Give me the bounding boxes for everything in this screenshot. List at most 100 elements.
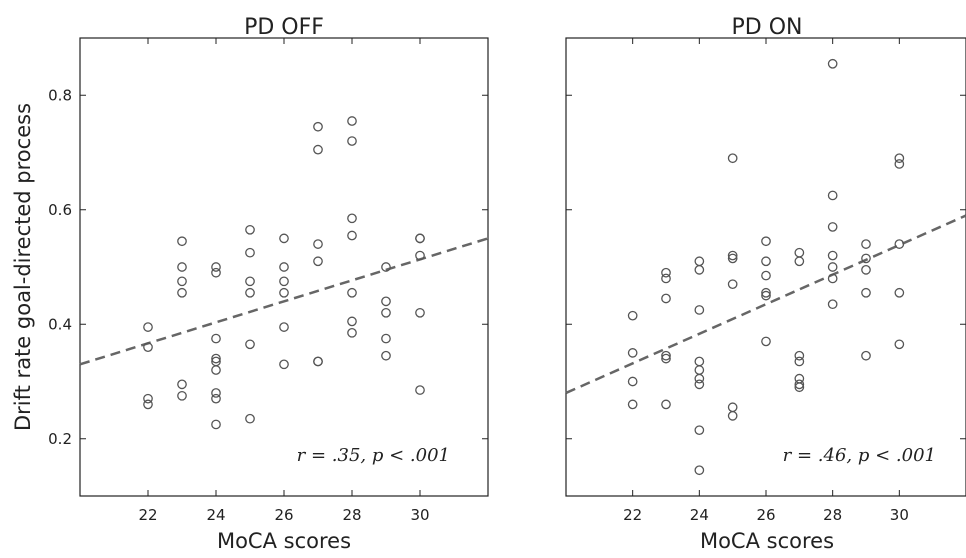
- data-point: [761, 236, 771, 247]
- data-point: [861, 239, 871, 249]
- data-point: [894, 159, 905, 169]
- data-point: [415, 233, 425, 244]
- data-point: [211, 419, 221, 430]
- data-point: [347, 230, 357, 241]
- data-point: [279, 233, 289, 244]
- data-point: [894, 287, 905, 298]
- data-point: [694, 256, 705, 267]
- data-point: [245, 287, 255, 298]
- data-point: [177, 379, 187, 390]
- x-tick-label: 24: [690, 506, 709, 524]
- data-point: [827, 262, 838, 272]
- x-tick-label: 24: [206, 506, 225, 524]
- data-point: [661, 293, 671, 304]
- data-point: [794, 382, 805, 393]
- data-point: [279, 262, 289, 272]
- y-tick-label: 0.8: [48, 86, 72, 104]
- data-point: [381, 307, 391, 318]
- data-point: [177, 236, 187, 247]
- data-point: [211, 267, 221, 278]
- x-axis-label: MoCA scores: [700, 529, 834, 553]
- regression-line: [79, 237, 489, 366]
- x-tick-label: 28: [342, 506, 361, 524]
- data-point: [279, 276, 289, 287]
- regression-line: [565, 214, 966, 395]
- data-point: [694, 373, 705, 384]
- data-point: [313, 121, 323, 132]
- data-point: [694, 465, 705, 476]
- panel-pd-on: PD ON MoCA scores r = .46, p < .001 22 24…: [565, 15, 966, 553]
- data-point: [347, 327, 357, 338]
- x-tick-label: 30: [890, 506, 909, 524]
- data-point: [894, 239, 905, 249]
- data-point: [894, 153, 905, 164]
- data-point: [177, 390, 187, 401]
- data-point: [727, 410, 738, 421]
- data-point: [347, 316, 357, 327]
- data-point: [347, 136, 357, 146]
- data-point: [211, 388, 221, 398]
- data-point: [827, 222, 838, 232]
- data-point: [177, 287, 187, 298]
- data-point: [381, 350, 391, 361]
- x-tick-label: 28: [823, 506, 842, 524]
- data-point: [279, 359, 289, 370]
- data-point: [211, 333, 221, 344]
- data-point: [381, 262, 391, 272]
- data-point: [794, 350, 805, 361]
- data-point: [415, 385, 425, 395]
- data-point: [313, 144, 323, 155]
- data-point: [794, 379, 805, 390]
- data-point: [727, 253, 738, 264]
- data-point: [245, 247, 255, 258]
- data-point: [827, 190, 838, 201]
- data-point: [313, 256, 323, 267]
- x-tick-label: 30: [410, 506, 429, 524]
- x-tick-label: 26: [274, 506, 293, 524]
- data-point: [727, 153, 738, 164]
- data-point: [313, 356, 323, 367]
- data-point: [861, 253, 871, 264]
- data-point: [627, 376, 638, 387]
- data-point: [661, 399, 671, 410]
- data-point: [143, 342, 153, 352]
- data-point: [279, 287, 289, 298]
- data-point: [694, 305, 705, 315]
- data-point: [347, 287, 357, 298]
- data-point: [347, 116, 357, 126]
- data-point: [245, 339, 255, 350]
- x-tick-label: 22: [138, 506, 157, 524]
- data-point: [245, 224, 255, 235]
- data-point: [794, 356, 805, 367]
- data-point: [661, 267, 671, 278]
- y-axis-label: Drift rate goal-directed process: [11, 103, 35, 431]
- data-point: [211, 353, 221, 364]
- data-point: [143, 399, 153, 410]
- data-point: [794, 256, 805, 267]
- data-point: [727, 250, 738, 261]
- data-point: [694, 365, 705, 375]
- data-point: [627, 399, 638, 410]
- data-point: [245, 413, 255, 424]
- data-point: [827, 273, 838, 284]
- data-point: [761, 256, 771, 267]
- x-tick-label: 26: [756, 506, 775, 524]
- data-point: [381, 333, 391, 344]
- x-axis-label: MoCA scores: [217, 529, 351, 553]
- data-point: [381, 296, 391, 307]
- data-point: [694, 379, 705, 390]
- data-point: [827, 58, 838, 69]
- data-point: [727, 279, 738, 290]
- data-point: [761, 290, 771, 301]
- data-point: [415, 250, 425, 261]
- data-point: [177, 276, 187, 287]
- panel-title: PD OFF: [244, 15, 324, 40]
- data-point: [861, 265, 871, 275]
- data-point: [694, 425, 705, 436]
- panel-pd-off: PD OFF Drift rate goal-directed process …: [11, 15, 489, 553]
- data-point: [211, 262, 221, 272]
- data-point: [245, 276, 255, 287]
- data-point: [727, 402, 738, 413]
- panel-title: PD ON: [732, 15, 803, 40]
